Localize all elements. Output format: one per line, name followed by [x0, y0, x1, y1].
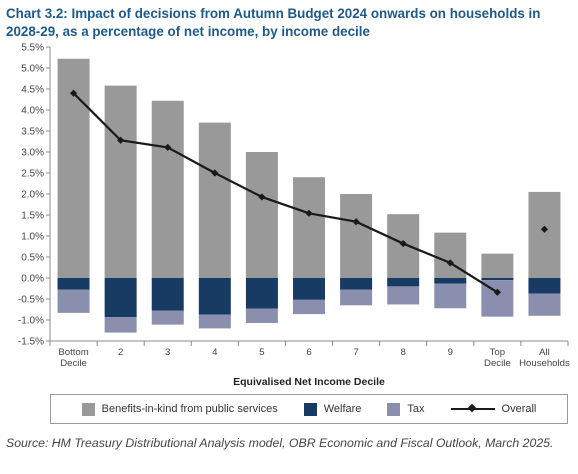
y-tick-label: -1.0% — [18, 316, 44, 327]
y-tick-label: -0.5% — [18, 295, 44, 306]
tax-bar — [57, 289, 90, 313]
x-tick-label: 2 — [118, 347, 123, 358]
tax-bar — [528, 293, 561, 316]
welfare-bar — [198, 278, 231, 315]
legend-label-tax: Tax — [407, 403, 425, 415]
welfare-bar — [57, 278, 90, 290]
x-tick-label: 4 — [212, 347, 218, 358]
welfare-bar — [340, 278, 373, 290]
legend-item-overall: Overall — [450, 403, 537, 415]
x-tick-label: 3 — [165, 347, 170, 358]
benefits-bar — [293, 177, 325, 278]
overall-point — [352, 218, 360, 226]
tax-bar — [340, 289, 373, 306]
tax-bar — [104, 317, 137, 333]
legend-swatch-overall — [450, 403, 495, 415]
welfare-bar — [481, 278, 514, 281]
benefits-bar — [481, 253, 514, 278]
y-tick-label: 4.0% — [21, 106, 44, 117]
tax-bar — [434, 283, 467, 309]
x-tick-label: 9 — [448, 347, 453, 358]
tax-bar — [245, 308, 278, 323]
benefits-bar — [151, 100, 184, 278]
benefits-bar — [104, 85, 137, 278]
source-note: Source: HM Treasury Distributional Analy… — [6, 436, 554, 450]
y-tick-label: -1.5% — [18, 337, 44, 348]
x-axis-label: Equivalised Net Income Decile — [233, 376, 385, 388]
legend-item-welfare: Welfare — [303, 402, 362, 416]
x-tick-label: 8 — [401, 347, 406, 358]
y-tick-label: 2.5% — [21, 169, 44, 180]
legend-label-benefits: Benefits-in-kind from public services — [101, 403, 278, 415]
tax-bar — [387, 286, 420, 305]
x-tick-label: All — [539, 347, 550, 358]
welfare-bar — [245, 278, 278, 309]
y-tick-label: 4.5% — [21, 85, 44, 96]
legend-label-overall: Overall — [501, 403, 537, 415]
tax-bar — [293, 299, 325, 315]
y-tick-label: 5.0% — [21, 64, 44, 75]
overall-point — [117, 136, 125, 144]
welfare-bar — [387, 278, 420, 287]
benefits-bar — [198, 122, 231, 278]
benefits-bar — [340, 194, 373, 278]
welfare-bar — [434, 278, 467, 284]
x-tick-label: 6 — [306, 347, 311, 358]
chart-title: Chart 3.2: Impact of decisions from Autu… — [6, 6, 541, 39]
x-tick-label: Households — [519, 358, 570, 369]
y-tick-label: 3.0% — [21, 148, 44, 159]
overall-point — [258, 193, 266, 201]
overall-line — [72, 92, 498, 294]
legend-swatch-benefits — [81, 402, 95, 416]
tax-bar — [198, 314, 231, 329]
overall-point — [540, 225, 549, 233]
welfare-bar — [528, 278, 561, 294]
legend-label-welfare: Welfare — [323, 403, 362, 415]
x-tick-label: Top — [490, 347, 505, 358]
overall-point — [69, 89, 78, 97]
benefits-bar — [528, 191, 561, 278]
chart: 5.5% 5.0% 4.5% 4.0% 3.5% 3.0% 2.5% 2.0% 1.5% 1.0%… — [18, 43, 570, 389]
y-tick-label: 0.0% — [21, 274, 44, 285]
tax-bar — [151, 310, 184, 325]
overall-point — [493, 288, 501, 296]
x-tick-label: Bottom — [58, 347, 88, 358]
x-tick-label: 7 — [353, 347, 358, 358]
y-tick-label: 1.0% — [21, 232, 44, 243]
legend-item-tax: Tax — [387, 402, 425, 416]
y-tick-label: 2.0% — [21, 190, 44, 201]
y-tick-label: 0.5% — [21, 253, 44, 264]
welfare-bar — [151, 278, 184, 311]
benefits-bar — [434, 232, 467, 278]
y-tick-label: 5.5% — [21, 43, 44, 54]
x-tick-label: 5 — [259, 347, 264, 358]
overall-point — [305, 209, 313, 217]
overall-point — [399, 239, 407, 248]
welfare-bar — [104, 278, 137, 318]
overall-point — [446, 259, 454, 267]
x-tick-label: Decile — [60, 358, 87, 369]
legend-swatch-welfare — [303, 402, 317, 416]
y-tick-label: 1.5% — [21, 211, 44, 222]
benefits-bar — [245, 152, 278, 278]
y-tick-label: 3.5% — [21, 127, 44, 138]
x-tick-label: Decile — [484, 358, 511, 369]
welfare-bar — [293, 278, 325, 300]
overall-point — [211, 169, 219, 177]
legend-item-benefits: Benefits-in-kind from public services — [81, 402, 278, 416]
legend-swatch-tax — [387, 402, 401, 416]
overall-point — [164, 143, 172, 151]
legend: Benefits-in-kind from public services We… — [50, 394, 568, 424]
